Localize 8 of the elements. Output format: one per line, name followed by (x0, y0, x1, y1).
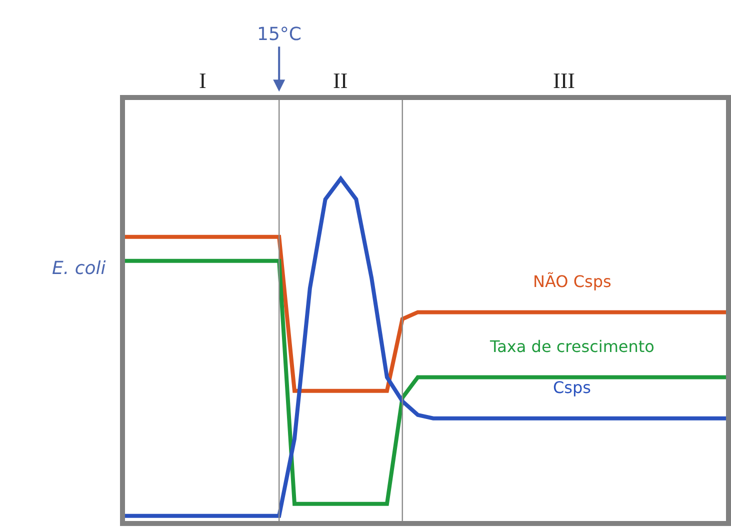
y-axis-title: E. coli (52, 258, 106, 279)
text: II (333, 68, 348, 93)
text: III (553, 68, 575, 93)
series-label: Csps (553, 378, 591, 397)
text: 15°C (257, 24, 302, 45)
text: I (199, 68, 206, 93)
series-label: Taxa de crescimento (489, 337, 654, 356)
series-label: NÃO Csps (533, 272, 612, 291)
